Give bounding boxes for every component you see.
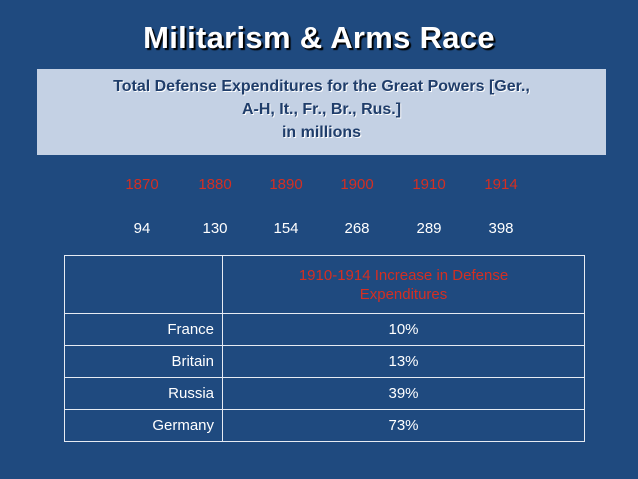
increase-table: 1910-1914 Increase in Defense Expenditur… xyxy=(64,255,585,442)
expenditure-value: 154 xyxy=(273,220,299,237)
increase-cell: 10% xyxy=(222,313,585,346)
year-label: 1914 xyxy=(484,176,518,193)
year-label: 1900 xyxy=(340,176,374,193)
table-header-blank xyxy=(64,255,223,314)
country-cell: Britain xyxy=(64,345,223,378)
expenditure-value: 289 xyxy=(416,220,442,237)
increase-cell: 13% xyxy=(222,345,585,378)
subtitle-box: Total Defense Expenditures for the Great… xyxy=(37,69,606,155)
year-label: 1870 xyxy=(125,176,159,193)
subtitle-line-1: Total Defense Expenditures for the Great… xyxy=(113,78,530,95)
slide-title: Militarism & Arms Race xyxy=(143,20,495,55)
table-header: 1910-1914 Increase in Defense Expenditur… xyxy=(222,255,585,314)
table-row: Germany 73% xyxy=(64,409,585,442)
table-row: Russia 39% xyxy=(64,377,585,410)
country-cell: Germany xyxy=(64,409,223,442)
table-row: France 10% xyxy=(64,313,585,346)
table-header-line-1: 1910-1914 Increase in Defense xyxy=(298,266,509,284)
table-header-line-2: Expenditures xyxy=(359,285,448,303)
subtitle-line-3: in millions xyxy=(281,124,362,141)
year-label: 1890 xyxy=(269,176,303,193)
year-label: 1910 xyxy=(412,176,446,193)
year-label: 1880 xyxy=(198,176,232,193)
expenditure-row: 94 130 154 268 289 398 xyxy=(0,220,638,240)
increase-cell: 39% xyxy=(222,377,585,410)
expenditure-value: 94 xyxy=(133,220,151,237)
subtitle-line-2: A-H, It., Fr., Br., Rus.] xyxy=(241,101,402,118)
increase-cell: 73% xyxy=(222,409,585,442)
country-cell: Russia xyxy=(64,377,223,410)
expenditure-value: 268 xyxy=(344,220,370,237)
expenditure-value: 130 xyxy=(202,220,228,237)
table-header-row: 1910-1914 Increase in Defense Expenditur… xyxy=(64,255,585,314)
expenditure-value: 398 xyxy=(488,220,514,237)
year-row: 1870 1880 1890 1900 1910 1914 xyxy=(0,176,638,196)
country-cell: France xyxy=(64,313,223,346)
table-row: Britain 13% xyxy=(64,345,585,378)
